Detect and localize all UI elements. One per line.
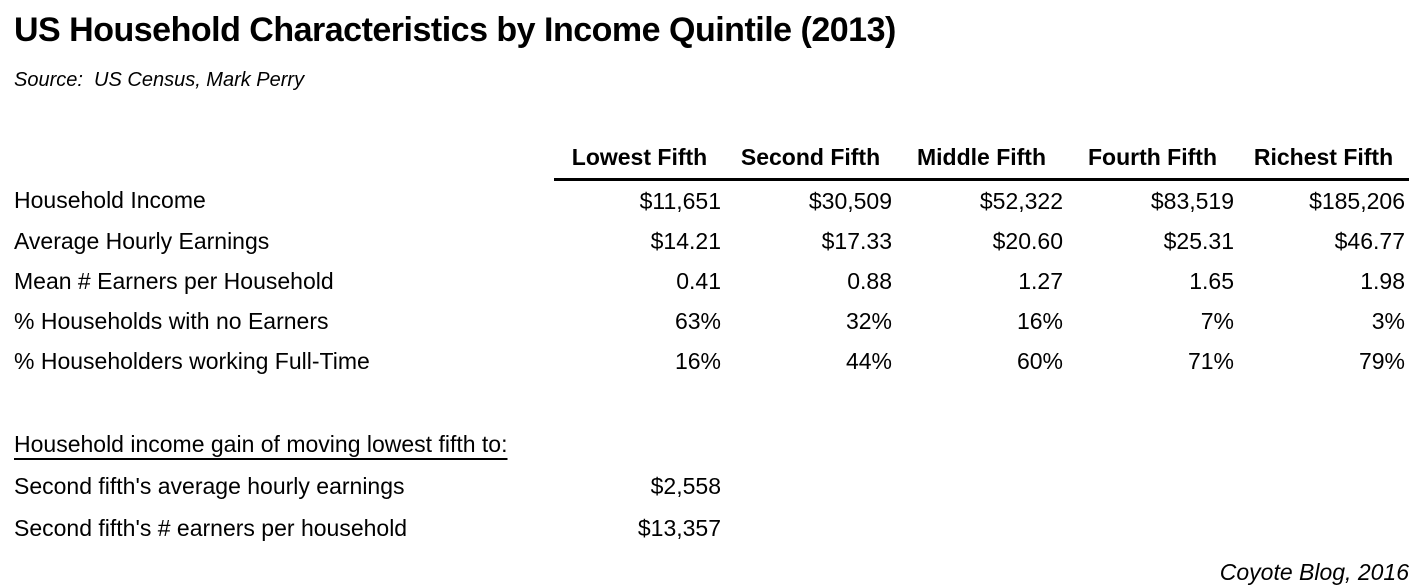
section-header-row: Household income gain of moving lowest f… bbox=[14, 423, 1409, 465]
row-label: Household Income bbox=[14, 186, 206, 213]
cell-value: 16% bbox=[674, 347, 721, 374]
table-row-household-income: Household Income $11,651 $30,509 $52,322… bbox=[14, 180, 1409, 222]
spacer-row bbox=[14, 381, 1409, 423]
cell-value: $14.21 bbox=[650, 227, 721, 254]
source-note: Source: US Census, Mark Perry bbox=[14, 69, 305, 91]
table-header-row: Lowest Fifth Second Fifth Middle Fifth F… bbox=[14, 125, 1409, 181]
cell-value: 79% bbox=[1358, 347, 1405, 374]
table-row-gain-hourly-earnings: Second fifth's average hourly earnings $… bbox=[14, 465, 1409, 507]
table-row-householders-full-time: % Householders working Full-Time 16% 44%… bbox=[14, 341, 1409, 381]
page-title: US Household Characteristics by Income Q… bbox=[14, 11, 896, 49]
cell-value: 71% bbox=[1187, 347, 1234, 374]
section-header: Household income gain of moving lowest f… bbox=[14, 430, 508, 457]
cell-value: 7% bbox=[1200, 307, 1234, 334]
cell-value: 32% bbox=[845, 307, 892, 334]
row-label: Mean # Earners per Household bbox=[14, 267, 334, 294]
attribution-note: Coyote Blog, 2016 bbox=[1219, 559, 1409, 585]
cell-value: 16% bbox=[1016, 307, 1063, 334]
corner-cell bbox=[14, 125, 554, 180]
cell-value: $2,558 bbox=[650, 472, 721, 499]
table-row-average-hourly-earnings: Average Hourly Earnings $14.21 $17.33 $2… bbox=[14, 221, 1409, 261]
cell-value: $13,357 bbox=[637, 514, 721, 541]
cell-value: 1.65 bbox=[1189, 267, 1234, 294]
cell-value: $25.31 bbox=[1163, 227, 1234, 254]
quintile-table: Lowest Fifth Second Fifth Middle Fifth F… bbox=[14, 125, 1409, 549]
column-header-fourth-fifth: Fourth Fifth bbox=[1067, 125, 1238, 181]
cell-value: $20.60 bbox=[992, 227, 1063, 254]
column-header-middle-fifth: Middle Fifth bbox=[896, 125, 1067, 181]
cell-value: $17.33 bbox=[821, 227, 892, 254]
cell-value: 0.88 bbox=[847, 267, 892, 294]
table-row-households-no-earners: % Households with no Earners 63% 32% 16%… bbox=[14, 301, 1409, 341]
cell-value: 1.27 bbox=[1018, 267, 1063, 294]
row-label: Second fifth's # earners per household bbox=[14, 514, 408, 541]
cell-value: 0.41 bbox=[676, 267, 721, 294]
cell-value: $46.77 bbox=[1334, 227, 1405, 254]
cell-value: $185,206 bbox=[1309, 187, 1405, 214]
cell-value: $30,509 bbox=[808, 187, 892, 214]
cell-value: 44% bbox=[845, 347, 892, 374]
row-label: % Householders working Full-Time bbox=[14, 347, 370, 374]
column-header-lowest-fifth: Lowest Fifth bbox=[554, 125, 725, 181]
column-header-second-fifth: Second Fifth bbox=[725, 125, 896, 181]
cell-value: $11,651 bbox=[639, 187, 721, 214]
column-header-richest-fifth: Richest Fifth bbox=[1238, 125, 1409, 181]
cell-value: 60% bbox=[1016, 347, 1063, 374]
cell-value: 3% bbox=[1371, 307, 1405, 334]
table-row-gain-earners-per-household: Second fifth's # earners per household $… bbox=[14, 507, 1409, 549]
row-label: Second fifth's average hourly earnings bbox=[14, 472, 405, 499]
cell-value: 63% bbox=[674, 307, 721, 334]
row-label: Average Hourly Earnings bbox=[14, 227, 270, 254]
table-row-mean-earners: Mean # Earners per Household 0.41 0.88 1… bbox=[14, 261, 1409, 301]
row-label: % Households with no Earners bbox=[14, 307, 329, 334]
cell-value: $83,519 bbox=[1150, 187, 1234, 214]
cell-value: 1.98 bbox=[1360, 267, 1405, 294]
cell-value: $52,322 bbox=[979, 187, 1063, 214]
